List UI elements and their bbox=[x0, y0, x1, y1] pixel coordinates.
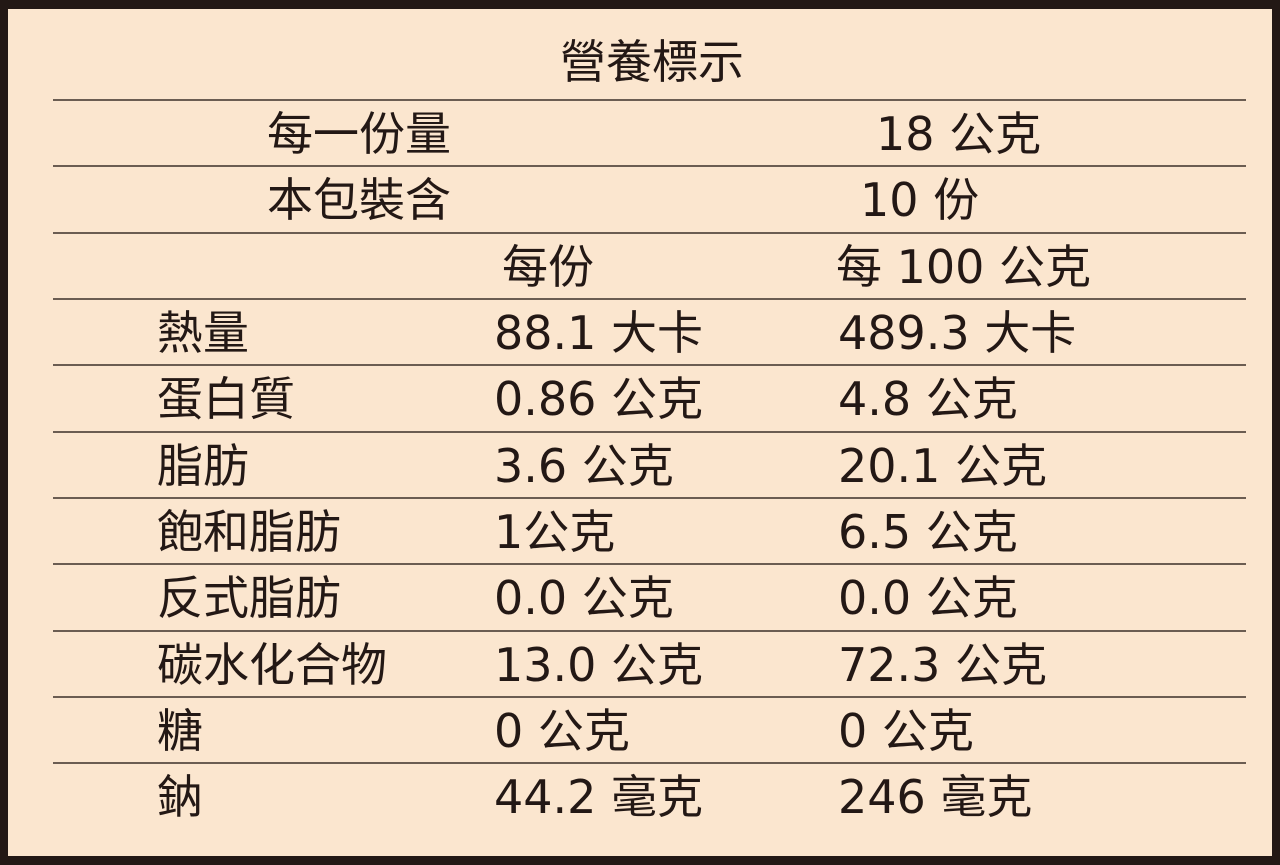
nutrient-name: 飽和脂肪 bbox=[157, 504, 341, 559]
nutrient-name: 熱量 bbox=[157, 306, 249, 360]
row-divider bbox=[53, 497, 1246, 499]
per-100g-value: 0.0 公克 bbox=[838, 571, 1018, 626]
nutrient-name: 碳水化合物 bbox=[157, 637, 387, 692]
nutrient-name: 脂肪 bbox=[157, 438, 249, 493]
column-header-per-100g: 每 100 公克 bbox=[836, 240, 1092, 294]
per-100g-value: 0 公克 bbox=[838, 703, 974, 758]
row-divider bbox=[53, 762, 1246, 764]
row-divider bbox=[53, 364, 1246, 366]
per-serving-value: 0.86 公克 bbox=[494, 372, 704, 427]
per-100g-value: 72.3 公克 bbox=[838, 637, 1048, 692]
row-divider bbox=[53, 165, 1246, 167]
serving-size-value: 18 公克 bbox=[876, 107, 1042, 161]
row-divider bbox=[53, 298, 1246, 300]
row-divider bbox=[53, 630, 1246, 632]
serving-size-label: 每一份量 bbox=[267, 107, 451, 161]
per-serving-value: 0 公克 bbox=[494, 703, 630, 758]
per-serving-value: 0.0 公克 bbox=[494, 571, 674, 626]
per-serving-value: 44.2 毫克 bbox=[494, 770, 704, 825]
row-divider bbox=[53, 99, 1246, 101]
servings-per-package-value: 10 份 bbox=[860, 173, 980, 227]
per-100g-value: 20.1 公克 bbox=[838, 438, 1048, 493]
nutrient-name: 糖 bbox=[157, 703, 203, 758]
nutrient-name: 鈉 bbox=[157, 770, 203, 825]
per-serving-value: 1公克 bbox=[494, 504, 616, 559]
row-divider bbox=[53, 431, 1246, 433]
row-divider bbox=[53, 232, 1246, 234]
label-title: 營養標示 bbox=[560, 35, 744, 89]
per-100g-value: 246 毫克 bbox=[838, 770, 1033, 825]
servings-per-package-label: 本包裝含 bbox=[267, 173, 451, 227]
nutrient-name: 反式脂肪 bbox=[157, 571, 341, 626]
per-serving-value: 3.6 公克 bbox=[494, 438, 674, 493]
nutrient-name: 蛋白質 bbox=[157, 372, 295, 427]
per-serving-value: 88.1 大卡 bbox=[494, 306, 704, 360]
row-divider bbox=[53, 696, 1246, 698]
per-100g-value: 6.5 公克 bbox=[838, 504, 1018, 559]
per-100g-value: 4.8 公克 bbox=[838, 372, 1018, 427]
per-serving-value: 13.0 公克 bbox=[494, 637, 704, 692]
per-100g-value: 489.3 大卡 bbox=[838, 306, 1077, 360]
column-header-per-serving: 每份 bbox=[502, 240, 594, 294]
row-divider bbox=[53, 563, 1246, 565]
